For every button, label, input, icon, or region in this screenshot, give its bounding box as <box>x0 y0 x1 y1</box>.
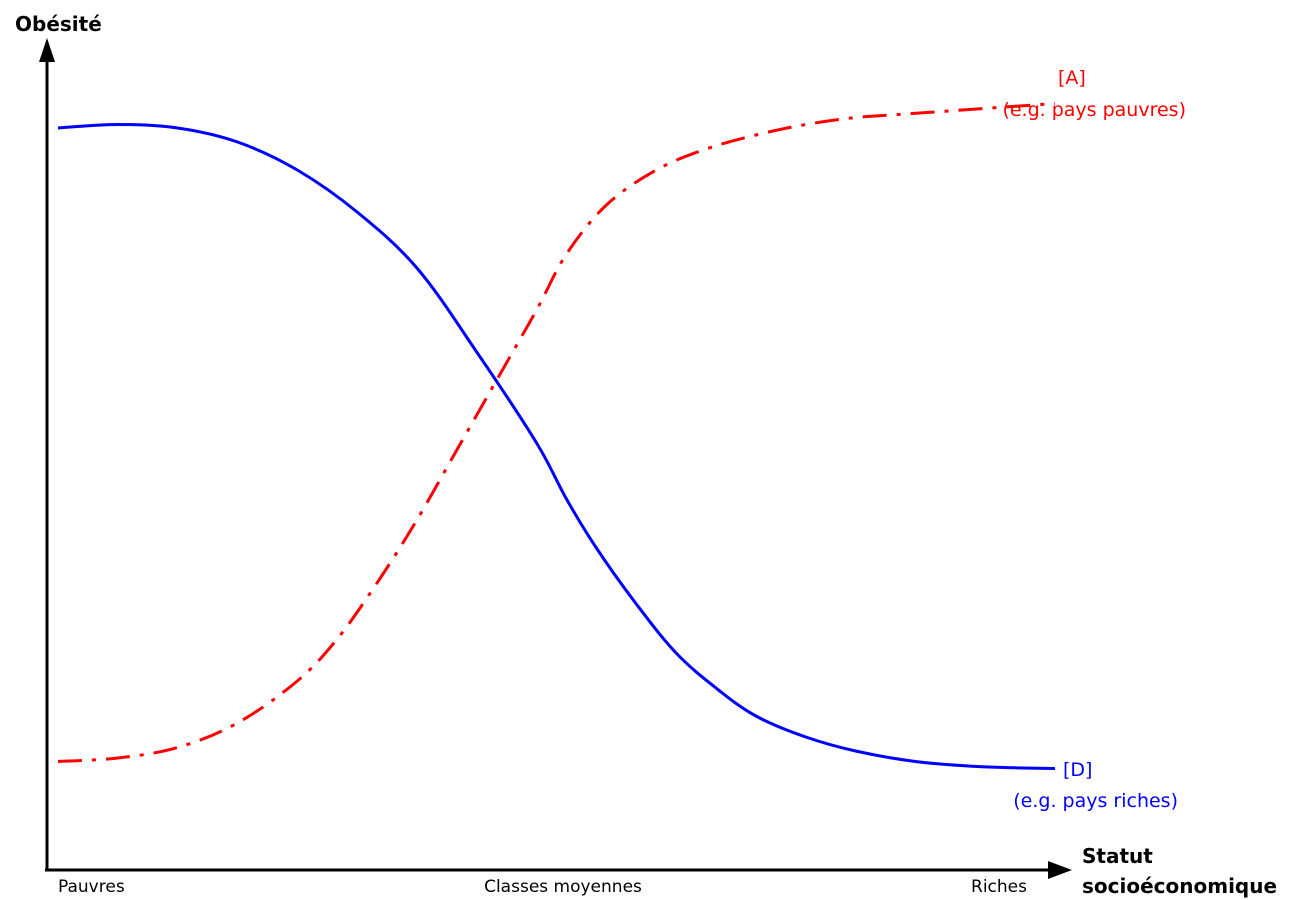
x-tick-label-riches: Riches <box>971 877 1027 897</box>
series-line-a <box>57 102 1056 763</box>
series-label-a: [A] <box>1058 67 1086 89</box>
x-tick-label-pauvres: Pauvres <box>58 877 125 897</box>
x-axis-title-line-2: socioéconomique <box>1082 874 1277 898</box>
series-sublabel-a: (e.g. pays pauvres) <box>1002 99 1186 121</box>
x-axis-title-line-1: Statut <box>1082 844 1153 868</box>
y-axis-arrowhead <box>39 38 55 62</box>
x-axis-arrowhead <box>1048 861 1072 879</box>
x-tick-label-classes-moyennes: Classes moyennes <box>484 877 642 897</box>
series-line-d <box>57 122 1056 770</box>
series-label-d: [D] <box>1063 759 1092 781</box>
series-sublabel-d: (e.g. pays riches) <box>1013 790 1178 812</box>
y-axis-title: Obésité <box>15 12 102 36</box>
